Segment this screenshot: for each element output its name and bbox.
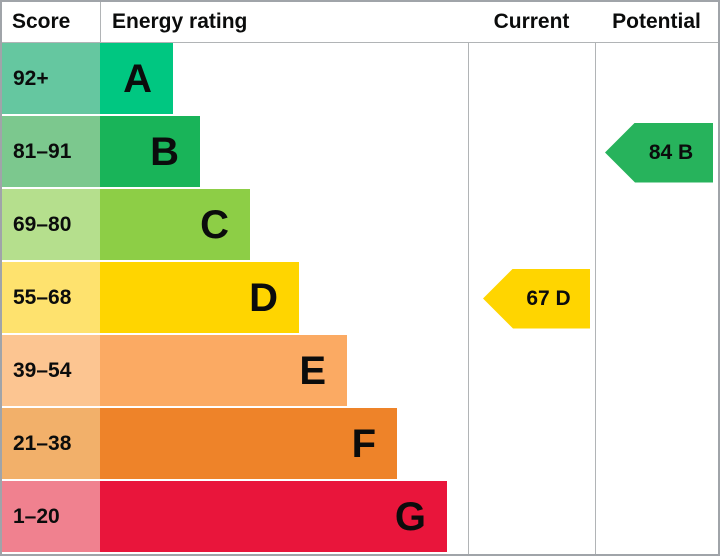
potential-column-divider (595, 2, 596, 554)
band-bar: E (100, 335, 347, 406)
band-score-cell: 55–68 (2, 262, 100, 333)
current-rating-arrow-label: 67 D (526, 286, 571, 310)
band-bar: C (100, 189, 250, 260)
band-letter: F (351, 421, 376, 466)
header-energy-rating: Energy rating (112, 10, 248, 33)
band-row-a: 92+ A (2, 43, 718, 116)
band-score-label: 55–68 (13, 285, 72, 309)
band-bar: G (100, 481, 447, 552)
current-column-divider (468, 2, 469, 554)
band-row-b: 81–91 B 84 B (2, 116, 718, 189)
band-score-cell: 81–91 (2, 116, 100, 187)
band-score-label: 21–38 (13, 431, 72, 455)
band-score-cell: 21–38 (2, 408, 100, 479)
band-bar: F (100, 408, 397, 479)
band-score-label: 39–54 (13, 358, 72, 382)
band-row-g: 1–20 G (2, 481, 718, 554)
band-score-label: 69–80 (13, 212, 72, 236)
band-score-label: 1–20 (13, 504, 60, 528)
band-bar: A (100, 43, 173, 114)
score-column-divider (100, 2, 101, 42)
band-row-e: 39–54 E (2, 335, 718, 408)
band-letter: D (249, 275, 278, 320)
header-score: Score (12, 10, 71, 33)
band-score-label: 81–91 (13, 139, 72, 163)
header-current: Current (493, 10, 570, 33)
band-score-cell: 92+ (2, 43, 100, 114)
band-letter: A (123, 56, 152, 101)
band-score-cell: 69–80 (2, 189, 100, 260)
band-score-cell: 39–54 (2, 335, 100, 406)
band-row-d: 55–68 D 67 D (2, 262, 718, 335)
band-letter: B (150, 129, 179, 174)
potential-rating-arrow-label: 84 B (648, 140, 694, 164)
band-letter: G (394, 494, 426, 539)
current-rating-arrow: 67 D (483, 268, 590, 329)
band-score-label: 92+ (13, 66, 49, 90)
potential-rating-arrow: 84 B (605, 122, 713, 183)
bands-area: 92+ A 81–91 B 84 B 69–80 C 55–68 D 67 D … (2, 43, 718, 554)
band-row-c: 69–80 C (2, 189, 718, 262)
header-row: Score Energy rating Current Potential (2, 2, 718, 43)
band-row-f: 21–38 F (2, 408, 718, 481)
band-bar: B (100, 116, 200, 187)
band-letter: C (200, 202, 229, 247)
band-letter: E (299, 348, 326, 393)
header-potential: Potential (612, 10, 701, 33)
band-bar: D (100, 262, 299, 333)
band-score-cell: 1–20 (2, 481, 100, 552)
